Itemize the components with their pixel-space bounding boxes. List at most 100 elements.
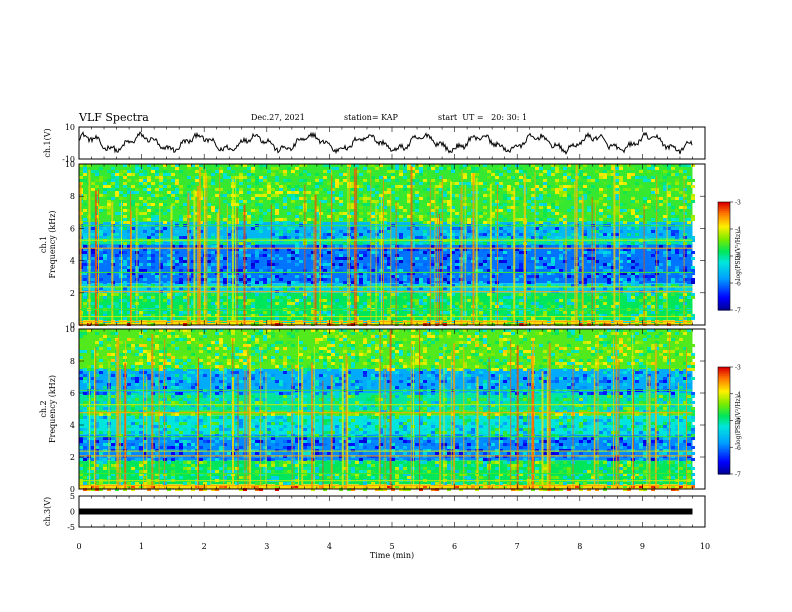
ch1-spec-speckle-cell <box>519 167 523 170</box>
ch1-spec-speckle-cell <box>147 197 151 200</box>
ch1-spec-speckle-cell <box>167 176 171 179</box>
ch1-spec-speckle-cell <box>351 182 355 185</box>
ch1-spec-speckle-cell <box>419 263 423 266</box>
ch1-spec-speckle-cell <box>439 185 443 188</box>
ch1-spec-speckle-cell <box>175 281 179 284</box>
ch1-spec-speckle-cell <box>431 209 435 212</box>
ch2-spec-speckle-cell <box>519 350 523 353</box>
ch2-spec-speckle-cell <box>435 338 439 341</box>
ch1-spec-speckle-cell <box>351 188 355 191</box>
ch2-spec-speckle-cell <box>167 359 171 362</box>
ch1-spec-speckle-cell <box>315 179 319 182</box>
ch1-spec-speckle-cell <box>439 221 443 224</box>
ch1-spec-speckle-cell <box>579 269 583 272</box>
ch1-spec-speckle-cell <box>631 275 635 278</box>
ch1-spec-speckle-cell <box>415 191 419 194</box>
ch1-spec-speckle-cell <box>147 242 151 245</box>
ch1-spec-speckle-cell <box>487 317 491 320</box>
ch2-spec-speckle-cell <box>203 362 207 365</box>
ch1-spec-speckle-cell <box>115 182 119 185</box>
ch1-spec-speckle-cell <box>615 272 619 275</box>
ch1-spec-speckle-cell <box>171 164 175 167</box>
ch1-spec-speckle-cell <box>415 203 419 206</box>
ch1-spec-speckle-cell <box>219 170 223 173</box>
ch1-spec-speckle-cell <box>519 233 523 236</box>
ch2-spec-speckle-cell <box>575 362 579 365</box>
ch1-spec-speckle-cell <box>255 311 259 314</box>
ch1-spec-speckle-cell <box>363 167 367 170</box>
ch1-spec-speckle-cell <box>579 173 583 176</box>
ch2-spec-speckle-cell <box>571 353 575 356</box>
ch1-spec-speckle-cell <box>599 266 603 269</box>
ch2-spec-speckle-cell <box>487 347 491 350</box>
ch2-spec-speckle-cell <box>427 374 431 377</box>
ch1-spec-speckle-cell <box>691 269 695 272</box>
ch1-spec-speckle-cell <box>239 272 243 275</box>
ch2-spec-speckle-cell <box>491 374 495 377</box>
ch2-spec-speckle-cell <box>579 353 583 356</box>
ch1-spec-speckle-cell <box>515 305 519 308</box>
ch1-spec-speckle-cell <box>371 251 375 254</box>
ch1-spec-speckle-cell <box>295 242 299 245</box>
ch2-spec-speckle-cell <box>139 347 143 350</box>
ch1-spec-speckle-cell <box>639 215 643 218</box>
ch2-spec-speckle-cell <box>167 368 171 371</box>
ch2-spec-speckle-cell <box>475 347 479 350</box>
ch1-spec-speckle-cell <box>399 281 403 284</box>
ch1-spec-speckle-cell <box>367 278 371 281</box>
ch1-spec-speckle-cell <box>259 209 263 212</box>
ch2-spec-speckle-cell <box>319 356 323 359</box>
ch2-spec-speckle-cell <box>603 371 607 374</box>
ch2-spec-speckle-cell <box>647 353 651 356</box>
ch1-spec-speckle-cell <box>647 221 651 224</box>
ch1-spec-speckle-cell <box>255 209 259 212</box>
ch1-spec-speckle-cell <box>263 245 267 248</box>
ch2-spec-speckle-cell <box>227 359 231 362</box>
ch2-spec-speckle-cell <box>591 371 595 374</box>
ch1-spec-speckle-cell <box>127 293 131 296</box>
ch2-spec-speckle-cell <box>243 359 247 362</box>
ch1-spec-speckle-cell <box>175 182 179 185</box>
ch1-spec-speckle-cell <box>371 200 375 203</box>
ch2-spec-speckle-cell <box>331 353 335 356</box>
ch2-spec-speckle-cell <box>311 353 315 356</box>
ch1-spec-speckle-cell <box>407 200 411 203</box>
ch1-spec-speckle-cell <box>371 227 375 230</box>
ch1-spec-speckle-cell <box>691 200 695 203</box>
ch2-spec-speckle-cell <box>251 374 255 377</box>
ch1-spec-speckle-cell <box>547 170 551 173</box>
ch1-spec-speckle-cell <box>115 212 119 215</box>
ch1-spec-speckle-cell <box>539 272 543 275</box>
ch2-spec-speckle-cell <box>395 350 399 353</box>
ch1-spec-speckle-cell <box>171 296 175 299</box>
ch2-spec-speckle-cell <box>115 332 119 335</box>
ch2-spec-speckle-cell <box>683 329 687 332</box>
ch1-spec-speckle-cell <box>587 275 591 278</box>
ch1-spec-speckle-cell <box>311 269 315 272</box>
ch1-spec-speckle-cell <box>123 164 127 167</box>
ch1-spec-speckle-cell <box>395 245 399 248</box>
ch2-spec-speckle-cell <box>475 341 479 344</box>
ch2-spec-speckle-cell <box>559 365 563 368</box>
ch1-spec-speckle-cell <box>627 293 631 296</box>
ch1-spec-speckle-cell <box>419 281 423 284</box>
ch2-spec-speckle-cell <box>391 365 395 368</box>
ch1-spec-speckle-cell <box>147 206 151 209</box>
ch1-spec-speckle-cell <box>439 209 443 212</box>
ch2-spec-speckle-cell <box>175 335 179 338</box>
ch2-spec-speckle-cell <box>519 362 523 365</box>
ch1-spec-speckle-cell <box>279 269 283 272</box>
ch1-spec-speckle-cell <box>171 245 175 248</box>
ch1-spec-speckle-cell <box>123 218 127 221</box>
ch2-spec-speckle-cell <box>539 344 543 347</box>
ch1-spec-speckle-cell <box>95 200 99 203</box>
ch1-spec-speckle-cell <box>299 287 303 290</box>
ch2-spec-speckle-cell <box>167 362 171 365</box>
ch2-spec-speckle-cell <box>559 362 563 365</box>
ch2-spec-speckle-cell <box>683 332 687 335</box>
ch1-spec-speckle-cell <box>223 278 227 281</box>
ch1-spec-speckle-cell <box>327 278 331 281</box>
ch1-spec-speckle-cell <box>627 287 631 290</box>
ch2-spec-speckle-cell <box>267 344 271 347</box>
ch1-spec-speckle-cell <box>155 227 159 230</box>
